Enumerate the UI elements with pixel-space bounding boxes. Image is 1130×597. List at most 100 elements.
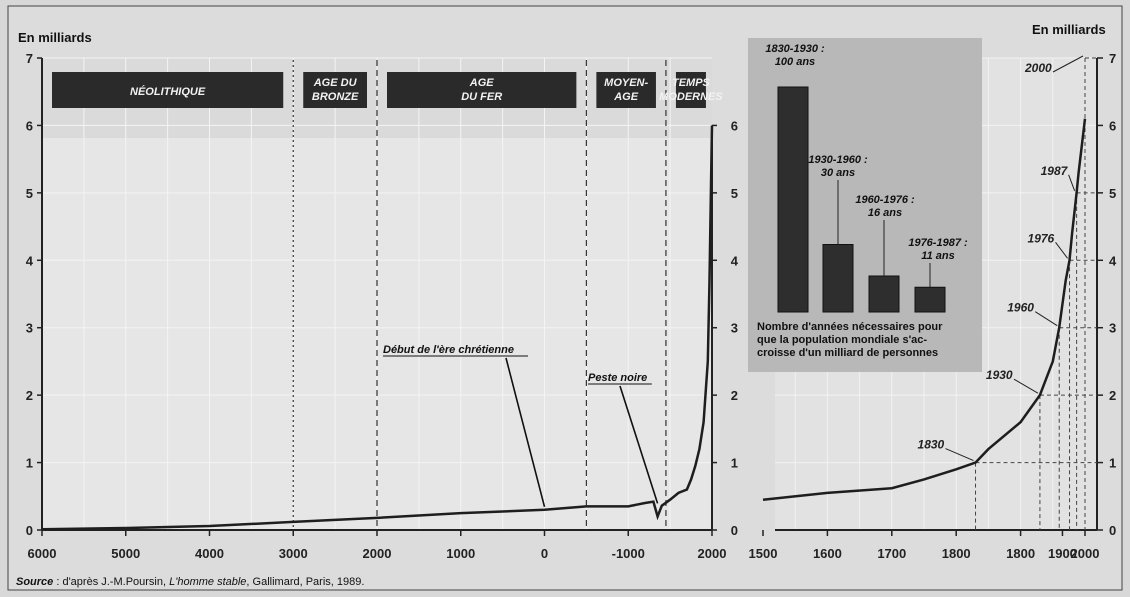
period-band xyxy=(52,72,284,108)
left-x-tick-label: 0 xyxy=(541,546,548,561)
period-label: MODERNES xyxy=(659,91,723,103)
left-x-tick-label: 1000 xyxy=(446,546,475,561)
annotation-leader xyxy=(505,357,546,507)
source-prefix: Source xyxy=(16,576,53,588)
right-x-tick-label: 1600 xyxy=(813,546,842,561)
left-y-tick-label: 3 xyxy=(26,321,33,336)
year-label: 1976 xyxy=(1028,231,1055,245)
source-mid: : d'après J.-M.Poursin, xyxy=(53,576,169,588)
inset-bars: 1830-1930 :100 ans 1930-1960 :30 ans 1960-… xyxy=(765,43,968,313)
period-label: NÉOLITHIQUE xyxy=(130,85,206,98)
inset-bar-label: 1976-1987 : xyxy=(908,237,968,249)
year-leader xyxy=(1013,378,1039,394)
right-y-ticks: 0 1 2 3 4 5 6 7 xyxy=(1097,51,1117,538)
period-band xyxy=(387,72,577,108)
year-label: 2000 xyxy=(1024,61,1052,75)
left-y-right-tick-label: 5 xyxy=(731,186,738,201)
left-x-tick-label: 2000 xyxy=(698,546,727,561)
period-label: AGE xyxy=(469,77,495,89)
left-y-tick-label: 5 xyxy=(26,186,33,201)
left-y-right-tick-label: 3 xyxy=(731,321,738,336)
inset-caption-line: croisse d'un milliard de personnes xyxy=(757,347,938,359)
period-label: TEMPS xyxy=(672,77,711,89)
recent-population-curve xyxy=(762,118,1087,501)
right-x-tick-label: 1500 xyxy=(749,546,778,561)
period-label: AGE DU xyxy=(313,77,358,89)
right-y-tick-label: 3 xyxy=(1109,321,1116,336)
left-y-right-tick-label: 1 xyxy=(731,456,738,471)
left-panel: En milliards NÉOLITHIQUE AGE DU BRONZE AGE D… xyxy=(18,30,739,561)
inset-bar-label: 11 ans xyxy=(921,250,954,262)
left-y-tick-label: 7 xyxy=(26,51,33,66)
inset-caption-line: que la population mondiale s'ac- xyxy=(757,334,927,346)
inset-bar-label: 16 ans xyxy=(868,207,902,219)
left-y-tick-label: 2 xyxy=(26,388,33,403)
period-band xyxy=(596,72,656,108)
period-band xyxy=(303,72,367,108)
period-bands: NÉOLITHIQUE AGE DU BRONZE AGE DU FER MOYEN- AG… xyxy=(52,72,723,108)
period-dividers xyxy=(292,60,667,530)
left-x-tick-label: -1000 xyxy=(612,546,645,561)
annotation-label: Début de l'ère chrétienne xyxy=(383,344,514,356)
left-x-ticks: 6000 5000 4000 3000 2000 1000 0 -1000 2000 xyxy=(28,530,727,561)
year-leader xyxy=(1034,311,1058,327)
inset-bar xyxy=(777,86,809,313)
year-label: 1830 xyxy=(918,438,945,452)
left-y-tick-label: 6 xyxy=(26,118,33,133)
right-unit-label: En milliards xyxy=(1032,22,1106,37)
left-y-tick-label: 0 xyxy=(26,523,33,538)
inset-bar-label: 30 ans xyxy=(821,167,855,179)
inset-bar-label: 1930-1960 : xyxy=(808,154,868,166)
source-book: L'homme stable xyxy=(169,576,246,588)
left-x-tick-label: 3000 xyxy=(279,546,308,561)
inset-bar-label: 100 ans xyxy=(775,56,815,68)
right-year-droplines xyxy=(975,57,1097,530)
annotation-label: Peste noire xyxy=(588,372,647,384)
inset-bar xyxy=(914,286,946,313)
right-y-tick-label: 6 xyxy=(1109,118,1116,133)
year-label: 1960 xyxy=(1007,301,1034,315)
year-leader xyxy=(1068,174,1076,192)
left-x-tick-label: 6000 xyxy=(28,546,57,561)
period-band xyxy=(675,72,706,108)
left-x-tick-label: 5000 xyxy=(111,546,140,561)
inset-bar xyxy=(822,244,854,313)
left-x-tick-label: 2000 xyxy=(363,546,392,561)
right-y-tick-label: 2 xyxy=(1109,388,1116,403)
period-label: DU FER xyxy=(461,91,502,103)
inset-caption-line: Nombre d'années nécessaires pour xyxy=(757,321,943,333)
right-y-tick-label: 7 xyxy=(1109,51,1116,66)
right-x-tick-label: 1800 xyxy=(1006,546,1035,561)
year-leader xyxy=(1052,55,1084,73)
left-x-tick-label: 4000 xyxy=(195,546,224,561)
right-y-tick-label: 5 xyxy=(1109,186,1116,201)
year-label: 1930 xyxy=(986,368,1013,382)
inset-bar-chart: 1830-1930 :100 ans 1930-1960 :30 ans 1960-… xyxy=(748,38,982,372)
source-line: Source : d'après J.-M.Poursin, L'homme s… xyxy=(16,576,364,588)
left-y-ticks: 0 1 2 3 4 5 6 7 xyxy=(26,51,42,538)
right-x-tick-label: 1900 xyxy=(1048,546,1077,561)
left-y-ticks-right: 0 1 2 3 4 5 6 xyxy=(712,118,739,538)
inset-bar-label: 1830-1930 : xyxy=(765,43,825,55)
left-annotations: Début de l'ère chrétienne Peste noire xyxy=(383,344,659,507)
year-leader xyxy=(945,448,974,462)
year-label: 1987 xyxy=(1041,164,1069,178)
year-leader xyxy=(1055,241,1068,259)
right-y-tick-label: 4 xyxy=(1109,253,1117,268)
left-y-right-tick-label: 2 xyxy=(731,388,738,403)
inset-bar xyxy=(868,275,900,313)
right-y-tick-label: 0 xyxy=(1109,523,1116,538)
left-y-right-tick-label: 0 xyxy=(731,523,738,538)
source-suffix: , Gallimard, Paris, 1989. xyxy=(246,576,364,588)
right-x-tick-label: 1700 xyxy=(877,546,906,561)
world-population-curve xyxy=(41,125,714,531)
period-label: AGE xyxy=(613,91,639,103)
right-x-tick-label: 1800 xyxy=(942,546,971,561)
left-unit-label: En milliards xyxy=(18,30,92,45)
inset-bar-label: 1960-1976 : xyxy=(855,194,915,206)
left-y-tick-label: 4 xyxy=(26,253,34,268)
left-y-right-tick-label: 4 xyxy=(731,253,739,268)
